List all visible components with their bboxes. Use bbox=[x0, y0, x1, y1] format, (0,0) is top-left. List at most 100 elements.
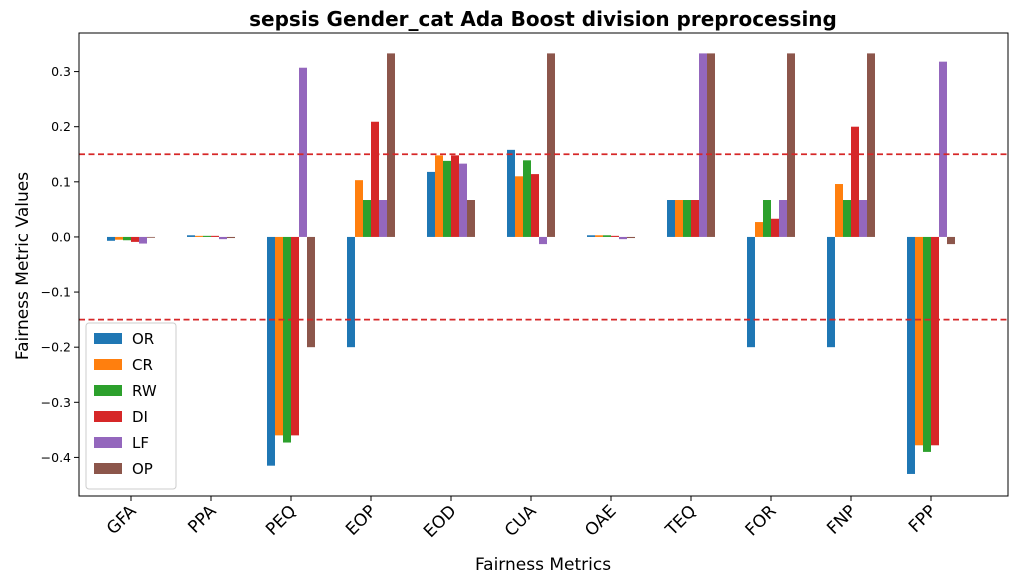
bar-di-oae bbox=[611, 235, 619, 237]
y-tick-label: 0.1 bbox=[51, 174, 71, 189]
bar-lf-gfa bbox=[139, 236, 147, 244]
bar-or-for bbox=[747, 236, 755, 348]
bar-op-eod bbox=[467, 200, 475, 237]
bar-rw-eop bbox=[363, 200, 371, 237]
bar-rw-gfa bbox=[123, 236, 131, 241]
bar-op-fpp bbox=[947, 236, 955, 245]
bar-op-teq bbox=[707, 53, 715, 237]
legend-swatch-op bbox=[94, 463, 122, 474]
bar-op-peq bbox=[307, 236, 315, 348]
x-tick-label: EOD bbox=[420, 501, 460, 541]
y-tick-label: 0.3 bbox=[51, 64, 71, 79]
bar-rw-peq bbox=[283, 236, 291, 443]
bar-op-cua bbox=[547, 53, 555, 237]
bar-op-for bbox=[787, 53, 795, 237]
bar-lf-peq bbox=[299, 67, 307, 237]
x-tick-label: GFA bbox=[103, 501, 141, 539]
legend-label-di: DI bbox=[132, 408, 148, 426]
y-tick-label: −0.1 bbox=[41, 285, 71, 300]
x-tick-label: CUA bbox=[501, 501, 541, 541]
bar-or-ppa bbox=[187, 235, 195, 237]
bar-cr-eod bbox=[435, 155, 443, 237]
x-tick-label: FPP bbox=[905, 501, 941, 537]
legend: OR CR RW DI LF OP bbox=[85, 322, 177, 490]
legend-swatch-di bbox=[94, 411, 122, 422]
bar-di-cua bbox=[531, 174, 539, 237]
y-axis-label: Fairness Metric Values bbox=[13, 172, 33, 360]
x-tick-label: FNP bbox=[823, 501, 860, 538]
bar-or-peq bbox=[267, 236, 275, 466]
bar-rw-ppa bbox=[203, 235, 211, 237]
bar-lf-teq bbox=[699, 53, 707, 237]
x-axis-label: Fairness Metrics bbox=[475, 555, 611, 575]
x-tick-label: OAE bbox=[581, 501, 620, 540]
bar-or-fnp bbox=[827, 236, 835, 348]
bar-lf-cua bbox=[539, 236, 547, 245]
x-tick-label: TEQ bbox=[661, 501, 700, 540]
bar-rw-teq bbox=[683, 200, 691, 237]
bar-di-ppa bbox=[211, 235, 219, 237]
bar-lf-eop bbox=[379, 200, 387, 237]
y-tick-label: −0.4 bbox=[41, 450, 71, 465]
bar-rw-oae bbox=[603, 235, 611, 237]
y-tick-label: −0.2 bbox=[41, 340, 71, 355]
bar-or-eod bbox=[427, 171, 435, 237]
bar-cr-fpp bbox=[915, 236, 923, 446]
legend-swatch-lf bbox=[94, 437, 122, 448]
bar-rw-eod bbox=[443, 160, 451, 237]
bar-op-fnp bbox=[867, 53, 875, 237]
legend-label-rw: RW bbox=[132, 382, 157, 400]
plot-frame bbox=[78, 32, 1009, 497]
bars-layer bbox=[107, 53, 955, 474]
legend-swatch-rw bbox=[94, 385, 122, 396]
legend-swatch-cr bbox=[94, 359, 122, 370]
bar-rw-cua bbox=[523, 160, 531, 237]
bar-lf-fpp bbox=[939, 61, 947, 237]
x-tick-label: EOP bbox=[342, 501, 380, 539]
bar-di-fpp bbox=[931, 236, 939, 446]
bar-lf-ppa bbox=[219, 236, 227, 240]
bar-cr-gfa bbox=[115, 236, 123, 240]
bar-op-gfa bbox=[147, 236, 155, 238]
bar-cr-eop bbox=[355, 180, 363, 237]
bar-op-oae bbox=[627, 236, 635, 239]
bar-di-eod bbox=[451, 155, 459, 237]
bar-op-eop bbox=[387, 53, 395, 237]
bar-cr-oae bbox=[595, 235, 603, 237]
bar-rw-fpp bbox=[923, 236, 931, 452]
bar-cr-cua bbox=[515, 176, 523, 237]
y-tick-label: −0.3 bbox=[41, 395, 71, 410]
bar-or-oae bbox=[587, 235, 595, 237]
bar-cr-ppa bbox=[195, 235, 203, 237]
reference-lines bbox=[79, 153, 1008, 321]
legend-swatch-or bbox=[94, 333, 122, 344]
bar-di-gfa bbox=[131, 236, 139, 242]
bar-cr-for bbox=[755, 222, 763, 237]
bar-rw-for bbox=[763, 200, 771, 237]
bar-or-cua bbox=[507, 149, 515, 237]
bar-lf-oae bbox=[619, 236, 627, 240]
bar-di-teq bbox=[691, 200, 699, 237]
x-tick-label: PPA bbox=[184, 501, 220, 537]
bar-op-ppa bbox=[227, 236, 235, 239]
x-tick-label: FOR bbox=[742, 501, 781, 540]
bar-lf-for bbox=[779, 200, 787, 237]
bar-cr-teq bbox=[675, 200, 683, 237]
bar-di-fnp bbox=[851, 126, 859, 237]
bar-lf-eod bbox=[459, 163, 467, 237]
bar-lf-fnp bbox=[859, 200, 867, 237]
bar-or-gfa bbox=[107, 236, 115, 241]
x-axis-ticks: GFA PPA PEQ EOP EOD CUA OAE TEQ FOR FNP FPP bbox=[103, 496, 941, 542]
bar-or-fpp bbox=[907, 236, 915, 474]
legend-label-op: OP bbox=[132, 460, 153, 478]
y-tick-label: 0.2 bbox=[51, 119, 71, 134]
bar-di-peq bbox=[291, 236, 299, 436]
bar-di-eop bbox=[371, 121, 379, 237]
bar-cr-fnp bbox=[835, 184, 843, 237]
legend-label-or: OR bbox=[132, 330, 154, 348]
y-axis-ticks: −0.4 −0.3 −0.2 −0.1 0.0 0.1 0.2 0.3 bbox=[41, 64, 79, 465]
x-tick-label: PEQ bbox=[262, 501, 300, 539]
bar-di-for bbox=[771, 218, 779, 237]
bar-or-eop bbox=[347, 236, 355, 348]
